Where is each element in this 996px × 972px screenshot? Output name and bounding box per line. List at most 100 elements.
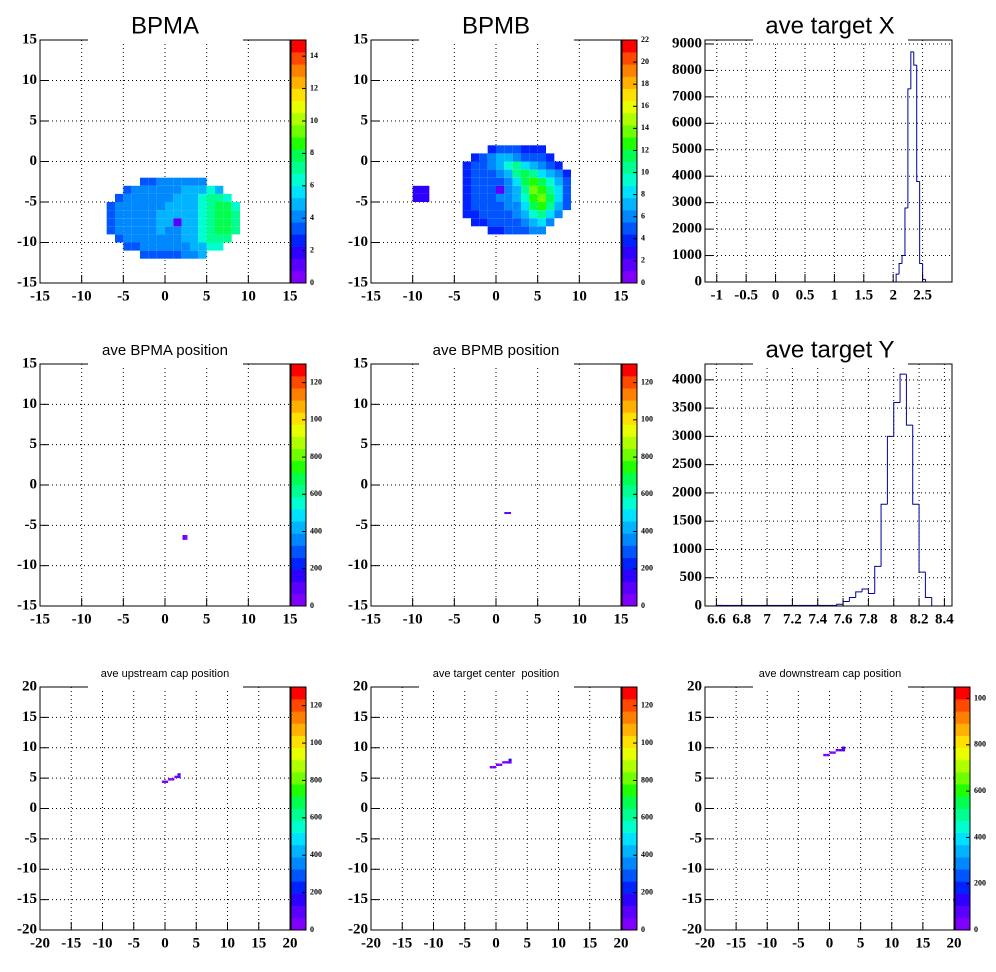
- heatmap-cell: [173, 250, 182, 259]
- heatmap-cell: [206, 234, 215, 243]
- palette-band: [622, 112, 637, 126]
- histogram-bin: [918, 504, 926, 573]
- heatmap-cell: [537, 202, 546, 211]
- heatmap-cell: [148, 193, 157, 202]
- y-tick-label: 5: [30, 770, 38, 786]
- palette-band: [622, 893, 637, 906]
- palette-band: [291, 424, 306, 437]
- palette-band: [291, 258, 306, 272]
- palette-band: [291, 759, 306, 773]
- palette-band: [622, 197, 637, 211]
- palette-band: [955, 735, 970, 749]
- x-tick-label: -15: [30, 288, 50, 304]
- x-tick-label: 7.2: [783, 611, 802, 627]
- y-tick-label: 0: [361, 476, 369, 492]
- palette-band: [622, 400, 637, 413]
- palette-band: [622, 52, 637, 65]
- heatmap-cell: [115, 210, 124, 219]
- palette-band: [291, 76, 306, 89]
- title-box: [88, 336, 243, 366]
- palette-band: [955, 699, 970, 712]
- heatmap-cell: [190, 250, 199, 259]
- y-tick-label: 0: [695, 597, 703, 613]
- palette-band: [291, 808, 306, 821]
- heatmap-cell: [206, 193, 215, 202]
- heatmap-cell: [223, 226, 232, 235]
- x-tick-label: 10: [572, 611, 587, 627]
- histogram-bin: [898, 262, 903, 275]
- palette-band: [291, 784, 306, 797]
- y-tick-label: 3500: [672, 400, 702, 416]
- y-tick-label: 0: [30, 476, 38, 492]
- x-tick-label: 8.4: [935, 611, 954, 627]
- heatmap-cell: [521, 169, 530, 178]
- histogram-bin: [874, 565, 882, 594]
- heatmap-cell: [471, 161, 480, 170]
- heatmap-cell: [487, 185, 496, 194]
- heatmap-cell: [190, 226, 199, 235]
- palette-band: [955, 759, 970, 773]
- histogram-bin: [916, 65, 920, 182]
- heatmap-cell: [479, 169, 488, 178]
- z-tick-label: 0: [641, 601, 645, 610]
- x-tick-label: 15: [283, 611, 298, 627]
- palette-band: [291, 185, 306, 199]
- z-tick-label: 0: [641, 925, 645, 934]
- y-tick-label: -10: [17, 557, 37, 573]
- palette-band: [955, 772, 970, 785]
- y-tick-label: 3000: [672, 194, 702, 210]
- z-tick-label: 16: [641, 101, 649, 110]
- y-tick-label: 5: [30, 112, 38, 128]
- heatmap-cell: [148, 218, 157, 227]
- x-tick-label: 0: [161, 935, 169, 951]
- heatmap-cell: [156, 242, 165, 251]
- heatmap-cell: [181, 226, 190, 235]
- palette-band: [622, 424, 637, 437]
- palette-band: [622, 905, 637, 919]
- x-tick-label: -5: [117, 288, 130, 304]
- heatmap-cell: [140, 234, 149, 243]
- palette-band: [622, 246, 637, 259]
- heatmap-cell: [140, 193, 149, 202]
- heatmap-cell: [829, 751, 833, 754]
- heatmap-cell: [231, 226, 240, 235]
- palette-band: [622, 388, 637, 401]
- chart-title: ave BPMB position: [433, 342, 560, 359]
- heatmap-cell: [131, 234, 140, 243]
- heatmap-cell: [165, 242, 174, 251]
- heatmap-cell: [471, 210, 480, 219]
- heatmap-cell: [471, 169, 480, 178]
- heatmap-cell: [173, 226, 182, 235]
- palette-frame: [621, 686, 638, 931]
- x-tick-label: 5: [524, 935, 532, 951]
- heatmap-cell: [106, 202, 115, 211]
- heatmap-cell: [521, 153, 530, 162]
- heatmap-cell: [471, 185, 480, 194]
- heatmap-cell: [487, 202, 496, 211]
- z-tick-label: 120: [641, 701, 653, 710]
- z-tick-label: 4: [641, 234, 645, 243]
- heatmap-cell: [529, 153, 538, 162]
- heatmap-cell: [215, 234, 224, 243]
- heatmap-cell: [165, 226, 174, 235]
- heatmap-cell: [471, 177, 480, 186]
- palette-band: [291, 857, 306, 870]
- x-tick-label: -5: [117, 611, 130, 627]
- heatmap-cell: [537, 161, 546, 170]
- chart-title: ave upstream cap position: [101, 668, 229, 680]
- heatmap-cell: [140, 250, 149, 259]
- heatmap-cell: [148, 185, 157, 194]
- heatmap-cell: [512, 226, 521, 235]
- heatmap-cell: [223, 234, 232, 243]
- x-tick-label: 10: [241, 611, 256, 627]
- palette-band: [622, 137, 637, 150]
- heatmap-cell: [190, 202, 199, 211]
- heatmap-cell: [198, 177, 207, 186]
- heatmap-cell: [504, 512, 508, 515]
- heatmap-cell: [131, 185, 140, 194]
- palette-band: [622, 364, 637, 377]
- y-tick-label: 10: [22, 396, 37, 412]
- x-tick-label: 10: [551, 935, 566, 951]
- heatmap-cell: [165, 234, 174, 243]
- palette-band: [955, 687, 970, 700]
